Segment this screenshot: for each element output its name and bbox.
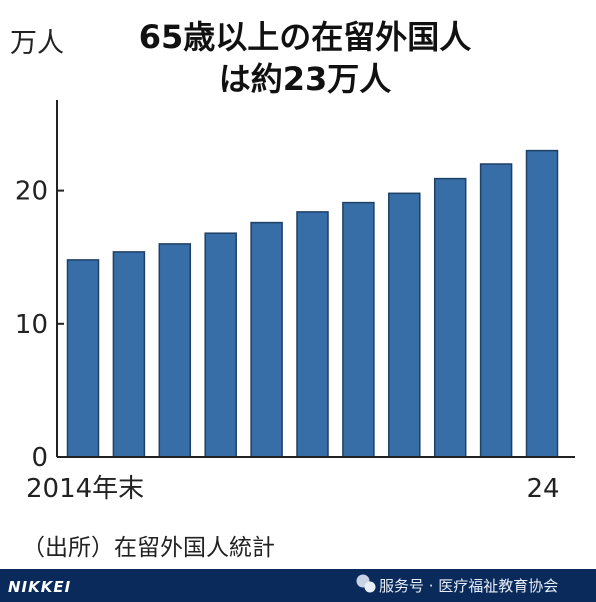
y-tick-label: 20 xyxy=(15,177,48,207)
bar-8 xyxy=(433,177,467,458)
x-tick-label-last: 24 xyxy=(526,474,559,504)
y-axis-ticks: 0 10 20 xyxy=(15,177,64,473)
x-tick-label-first: 2014年末 xyxy=(26,474,144,504)
bars xyxy=(66,149,559,458)
bar-7 xyxy=(388,192,421,458)
bar-5 xyxy=(296,211,329,458)
bar-3 xyxy=(204,232,237,458)
chart-title-line-1: 65歳以上の在留外国人 xyxy=(139,18,472,56)
y-tick-label: 10 xyxy=(15,310,48,340)
watermark-text: 服务号 · 医疗福祉教育协会 xyxy=(379,577,558,595)
nikkei-logo: NIKKEI xyxy=(8,578,71,596)
bar-9 xyxy=(479,163,513,458)
chart-title-line-2: は約23万人 xyxy=(219,60,392,98)
bar-0 xyxy=(66,259,100,458)
y-tick-label: 0 xyxy=(31,443,48,473)
bar-10 xyxy=(525,149,559,458)
source-note: （出所）在留外国人統計 xyxy=(22,535,275,561)
wechat-icon xyxy=(356,574,376,593)
bar-6 xyxy=(342,201,375,458)
y-axis-unit-label: 万人 xyxy=(10,28,64,59)
bar-2 xyxy=(158,243,192,458)
footer-bar xyxy=(0,569,596,602)
bar-4 xyxy=(250,221,283,458)
bar-1 xyxy=(112,251,146,458)
